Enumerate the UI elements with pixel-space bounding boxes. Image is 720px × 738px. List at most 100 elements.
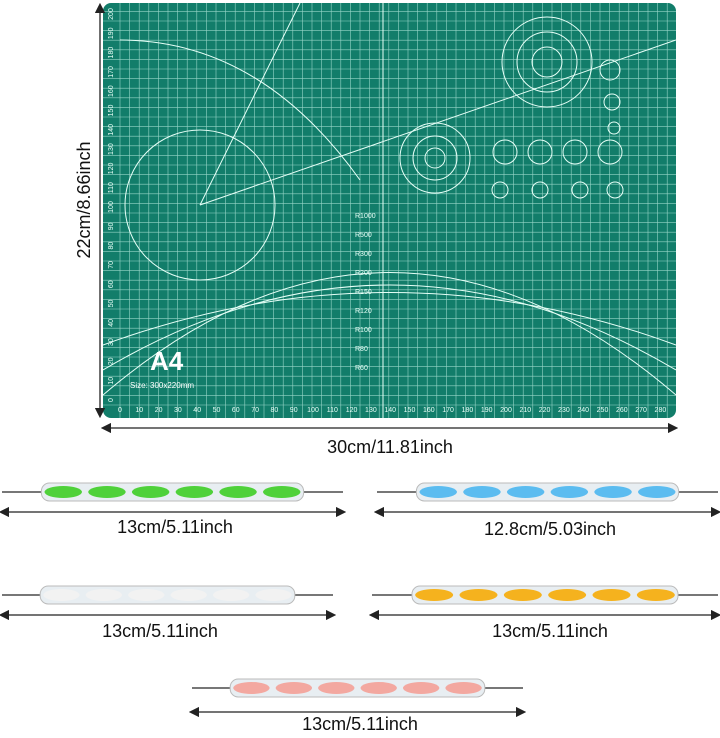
scale-label: 150 [404,407,416,414]
tool-twist [638,486,676,498]
scale-label: 50 [108,300,115,308]
tool-twist [219,486,257,498]
scale-label: 180 [462,407,474,414]
tool-twist [415,589,454,601]
radius-label: R80 [355,346,368,353]
tool-twist [360,682,397,694]
scale-label: 60 [108,280,115,288]
scale-label: 270 [635,407,647,414]
tools: 13cm/5.11inch 12.8cm/5.03inch 13cm/5.11inc… [0,482,720,734]
scale-label: 280 [655,407,667,414]
tool-twist [592,589,631,601]
scale-label: 110 [327,407,338,414]
scale-label: 120 [346,407,358,414]
mat-size: Size: 300x220mm [130,381,194,390]
scale-label: 20 [108,357,115,365]
height-label: 22cm/8.66inch [74,141,94,258]
scale-label: 60 [232,407,240,414]
radius-label: R200 [355,270,372,277]
tool-twist [43,589,80,601]
length-label: 12.8cm/5.03inch [484,519,616,539]
scale-label: 80 [108,242,115,250]
scale-label: 70 [251,407,259,414]
scale-label: 230 [558,407,570,414]
scale-label: 40 [108,319,115,327]
scale-label: 200 [108,8,115,20]
scale-label: 30 [108,338,115,346]
tool-twist [128,589,165,601]
scale-label: 100 [307,407,319,414]
scale-label: 170 [442,407,454,414]
scale-label: 160 [423,407,435,414]
scale-label: 220 [539,407,551,414]
tool-twist [636,589,675,601]
scale-label: 30 [174,407,182,414]
width-label: 30cm/11.81inch [327,437,453,457]
mat-patterns [103,3,676,418]
tool-twist [550,486,589,498]
tool-twist [548,589,587,601]
scale-label: 160 [108,85,115,97]
scale-label: 130 [108,143,115,155]
scale-label: 0 [108,398,115,402]
cutting-mat [103,3,676,418]
scale-label: 50 [213,407,221,414]
radius-label: R500 [355,232,372,239]
mat-grid [103,3,676,418]
tool-twist [85,589,123,601]
tool-twist [459,589,498,601]
tool-twist [255,589,292,601]
scale-label: 70 [108,261,115,269]
length-label: 13cm/5.11inch [492,621,608,641]
radius-label: R60 [355,365,368,372]
tool-twist [263,486,301,498]
scale-label: 110 [108,182,115,193]
tool-twist [503,589,542,601]
tool-twist [233,682,270,694]
radius-label: R100 [355,327,372,334]
tool-twist [506,486,545,498]
scale-label: 240 [577,407,589,414]
radius-label: R150 [355,289,372,296]
scale-label: 20 [155,407,163,414]
scale-label: 40 [193,407,201,414]
tool-twist [131,486,170,498]
scale-label: 260 [616,407,628,414]
scale-label: 10 [108,377,115,385]
tool-twist [318,682,355,694]
tool-twist [170,589,207,601]
tool-twist [275,682,313,694]
tool-twist [44,486,82,498]
length-label: 13cm/5.11inch [117,517,233,537]
scale-label: 210 [519,407,531,414]
scale-label: 130 [365,407,377,414]
scale-label: 180 [108,47,115,59]
scale-label: 200 [500,407,512,414]
scale-label: 80 [271,407,279,414]
scale-label: 250 [597,407,609,414]
tool-twist [212,589,250,601]
scale-label: 0 [118,407,122,414]
scale-label: 150 [108,105,115,117]
scale-label: 100 [108,201,115,213]
tool-twist [463,486,501,498]
tool-twist [175,486,214,498]
length-label: 13cm/5.11inch [102,621,218,641]
tool-twist [88,486,126,498]
scale-label: 120 [108,162,115,174]
length-label: 13cm/5.11inch [302,714,418,734]
tool-twist [594,486,632,498]
scale-label: 190 [481,407,493,414]
radius-label: R300 [355,251,372,258]
tool-twist [402,682,440,694]
radius-label: R1000 [355,213,376,220]
scale-label: 10 [135,407,143,414]
scale-label: 170 [108,66,115,78]
scale-label: 140 [384,407,396,414]
scale-label: 140 [108,124,115,136]
scale-label: 90 [108,222,115,230]
tool-twist [419,486,457,498]
scale-label: 190 [108,27,115,39]
tool-twist [445,682,482,694]
